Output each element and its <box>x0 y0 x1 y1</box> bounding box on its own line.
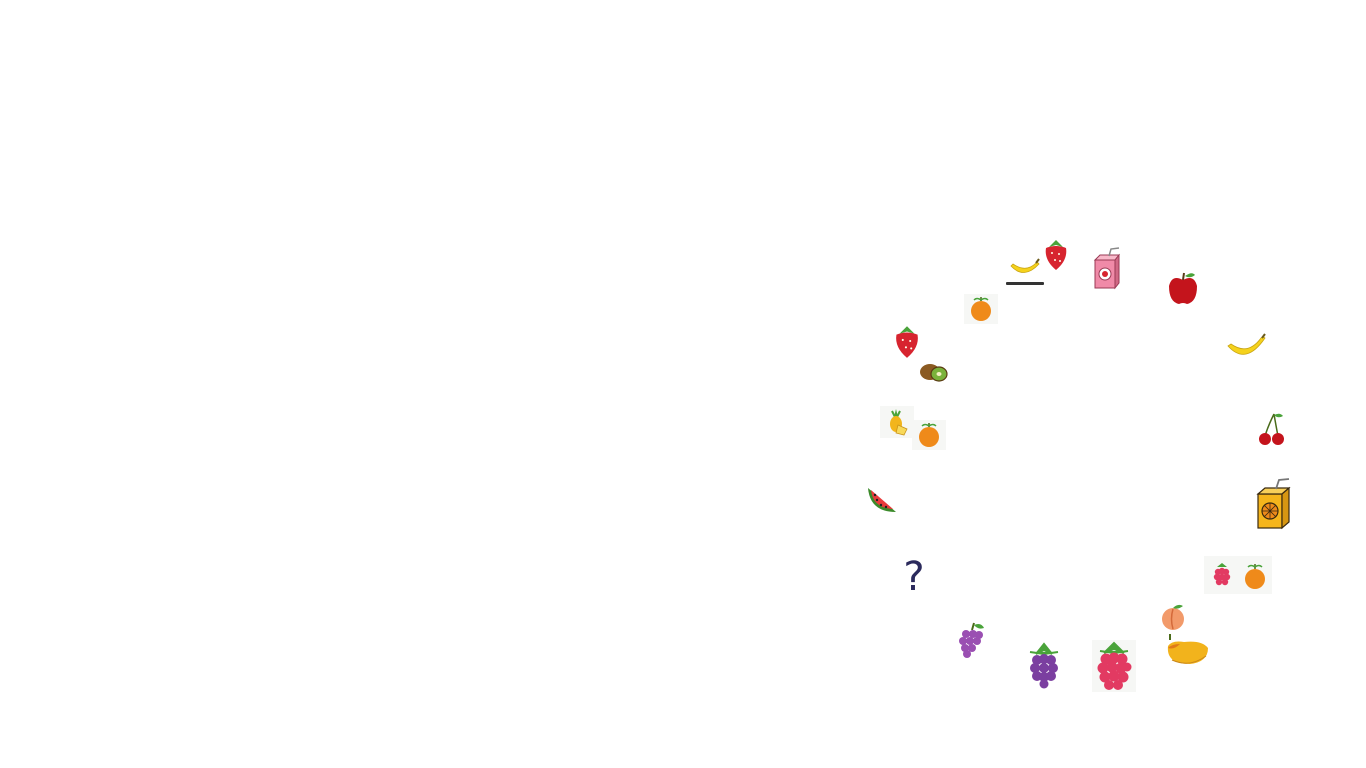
pineapple-icon[interactable] <box>880 406 914 438</box>
banana-small-icon[interactable] <box>1008 256 1042 280</box>
strawberry-top-icon[interactable] <box>1042 236 1070 272</box>
blackberry-icon[interactable] <box>1024 640 1064 690</box>
raspberry-large-icon[interactable] <box>1092 640 1136 692</box>
banana-right-icon[interactable] <box>1226 332 1268 362</box>
apple-icon[interactable] <box>1166 270 1200 306</box>
grapes-icon[interactable] <box>954 620 988 660</box>
orange-left-icon[interactable] <box>912 420 946 450</box>
cherries-icon[interactable] <box>1256 412 1288 446</box>
juice-box-pink-icon[interactable] <box>1092 247 1122 290</box>
missing-item-question-mark: ? <box>903 554 925 600</box>
peach-icon[interactable] <box>1158 602 1188 632</box>
orange-top-icon[interactable] <box>964 294 998 324</box>
watermelon-slice-icon[interactable] <box>864 482 900 516</box>
strawberry-left-icon[interactable] <box>892 322 922 360</box>
kiwi-icon[interactable] <box>918 360 950 384</box>
answer-underline <box>1006 282 1044 285</box>
orange-right-icon[interactable] <box>1238 556 1272 594</box>
mango-icon[interactable] <box>1162 632 1212 668</box>
juice-box-orange-icon[interactable] <box>1254 478 1294 530</box>
raspberry-small-icon[interactable] <box>1204 556 1240 594</box>
